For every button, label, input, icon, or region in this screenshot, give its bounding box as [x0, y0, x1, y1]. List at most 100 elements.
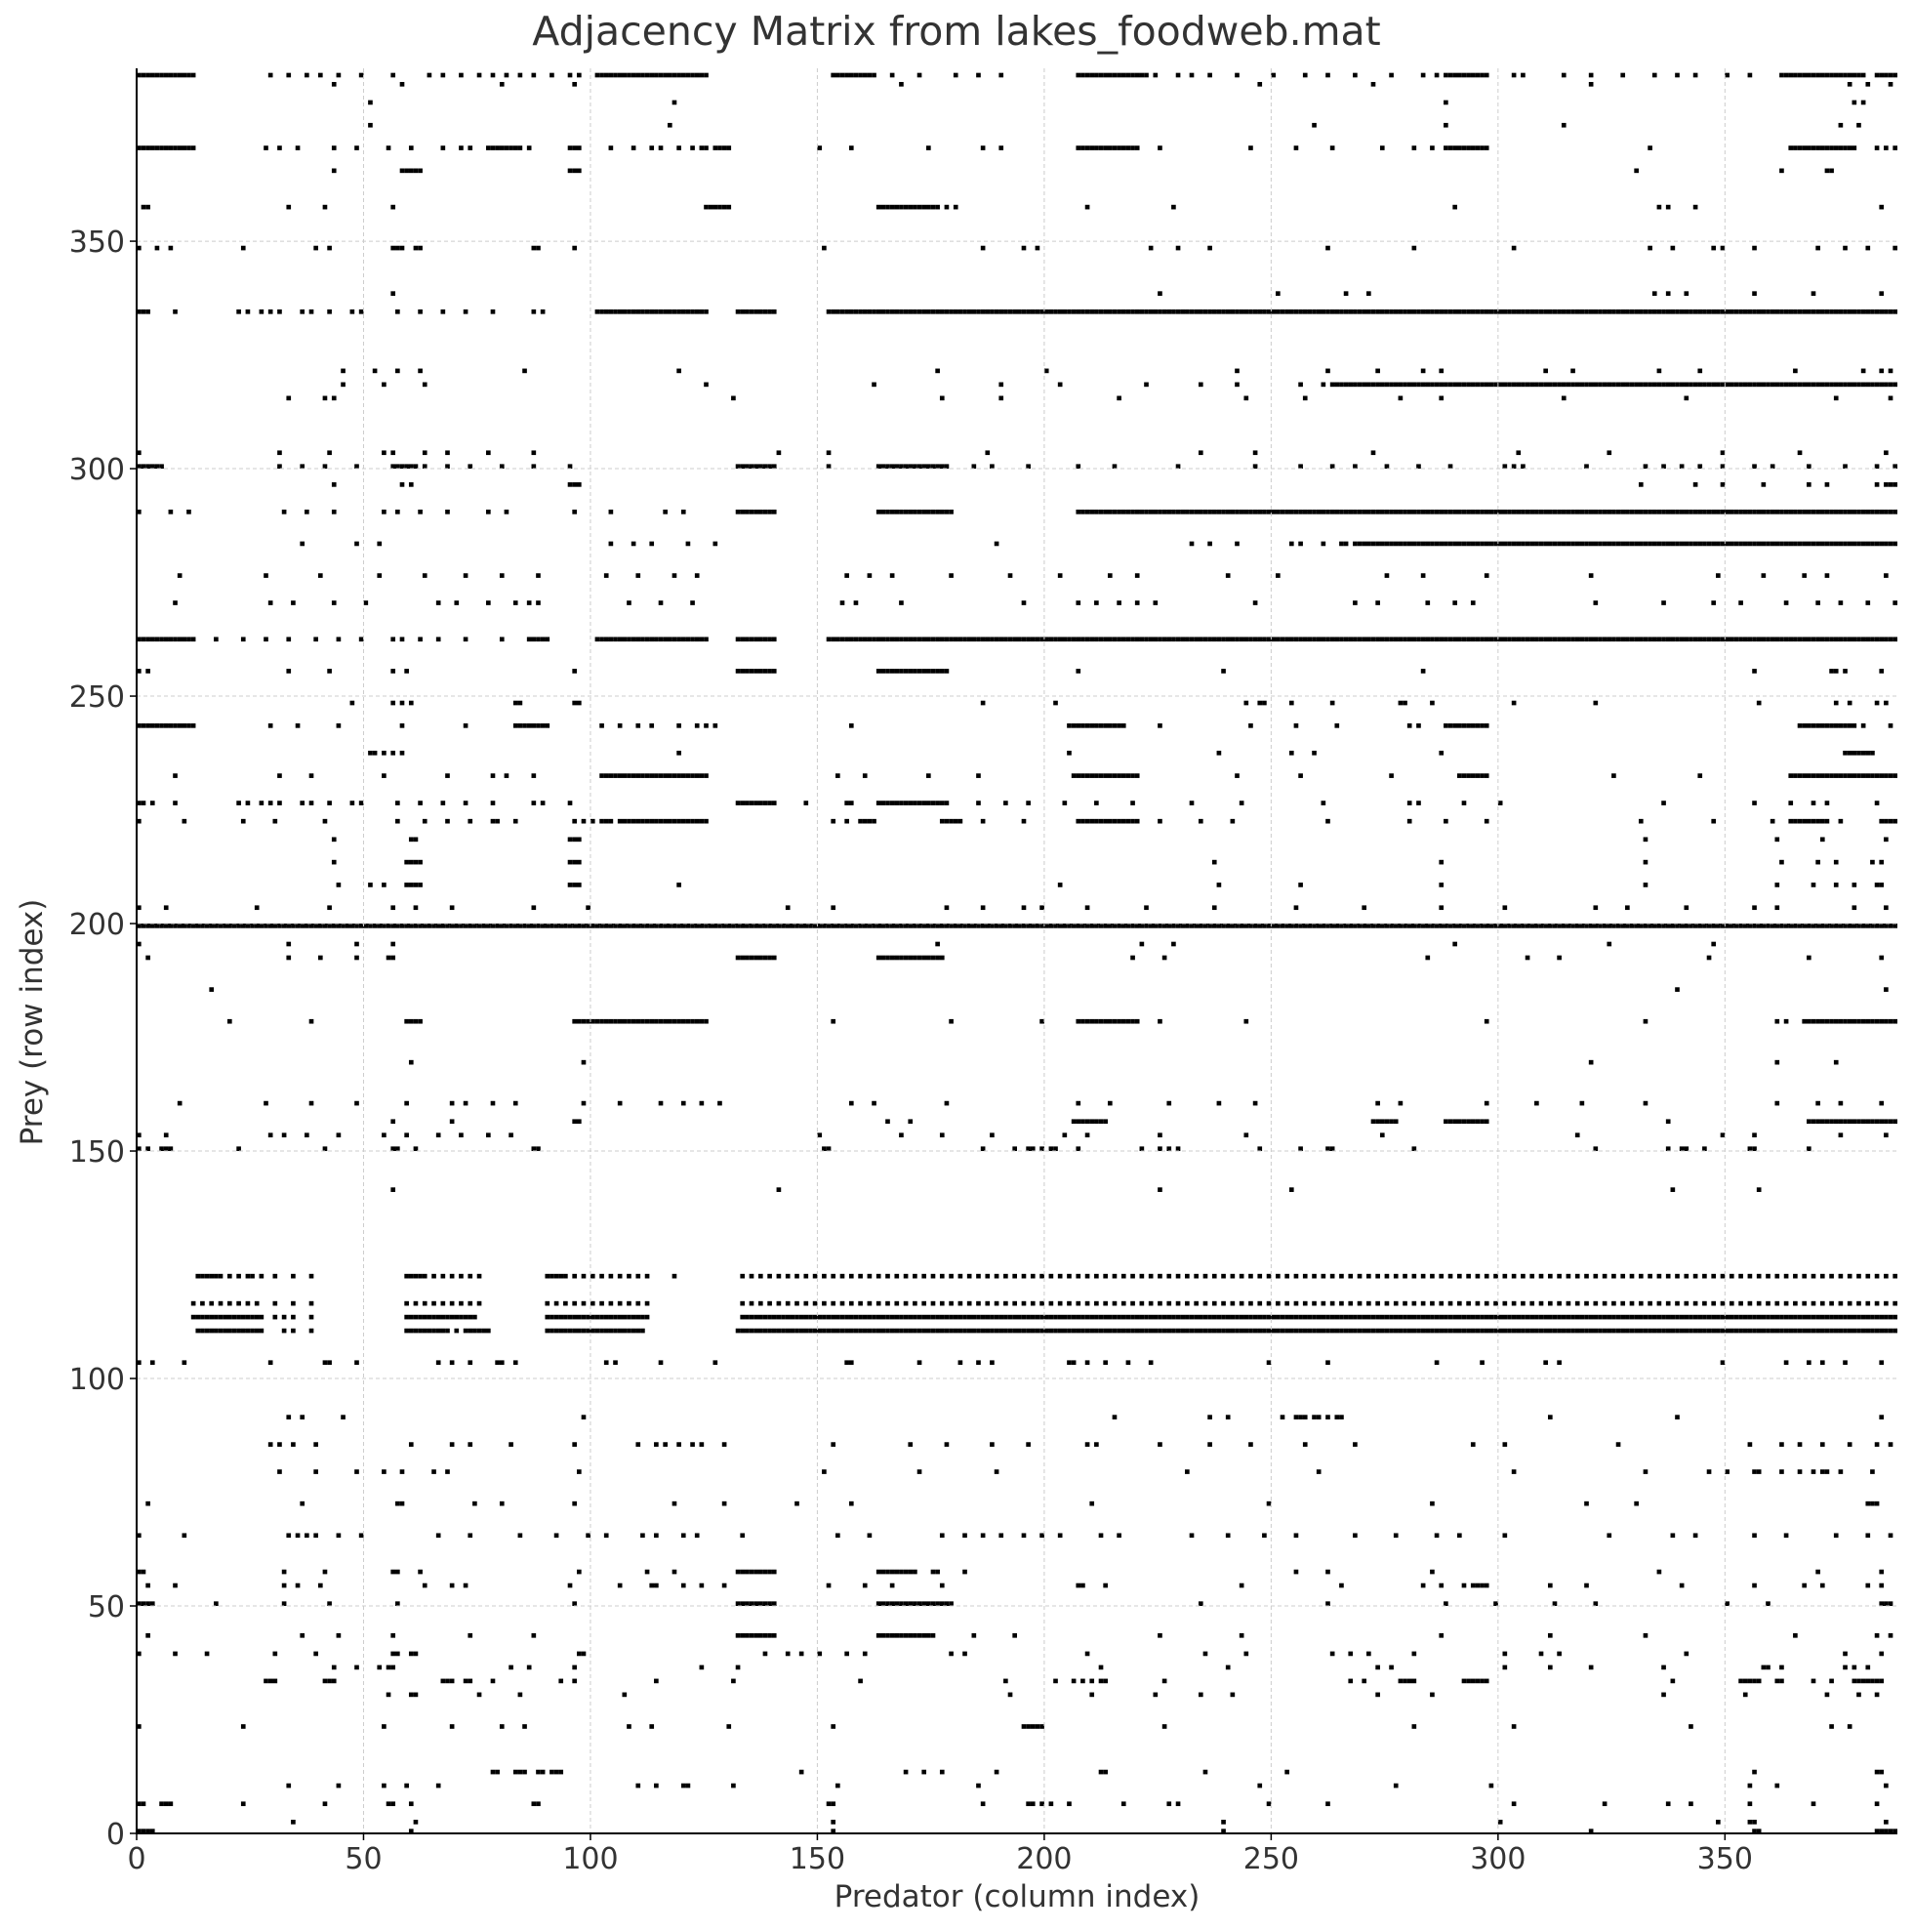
link-cell: [1847, 1328, 1852, 1334]
link-cell: [1874, 1300, 1880, 1306]
link-cell: [939, 1601, 945, 1607]
link-cell: [1838, 1314, 1844, 1320]
link-cell: [1484, 773, 1489, 778]
link-cell: [599, 818, 604, 824]
link-cell: [1874, 924, 1880, 928]
link-cell: [1202, 1651, 1208, 1657]
link-cell: [1307, 637, 1313, 642]
link-cell: [159, 1146, 164, 1152]
link-cell: [572, 145, 577, 150]
link-cell: [889, 72, 895, 78]
link-cell: [1139, 72, 1145, 78]
link-cell: [1656, 1314, 1662, 1320]
link-cell: [1475, 1328, 1481, 1334]
link-cell: [1807, 637, 1811, 642]
link-cell: [1384, 573, 1390, 578]
link-cell: [1048, 637, 1054, 642]
link-cell: [173, 600, 178, 605]
link-cell: [399, 637, 405, 642]
link-cell: [291, 1273, 296, 1279]
link-cell: [149, 1360, 155, 1366]
link-cell: [794, 924, 799, 928]
link-cell: [1026, 1724, 1031, 1729]
link-cell: [1076, 723, 1081, 728]
link-cell: [449, 905, 455, 911]
link-cell: [599, 1018, 604, 1024]
link-cell: [1829, 1119, 1834, 1125]
link-cell: [1893, 773, 1897, 778]
link-cell: [154, 464, 160, 470]
link-cell: [281, 1583, 287, 1588]
link-cell: [1434, 308, 1440, 314]
link-cell: [549, 1273, 554, 1279]
link-cell: [1819, 637, 1825, 642]
link-cell: [236, 1146, 241, 1152]
link-cell: [182, 723, 187, 728]
link-cell: [368, 750, 373, 756]
link-cell: [913, 464, 917, 470]
link-cell: [531, 1632, 537, 1638]
link-cell: [1276, 1300, 1281, 1306]
link-cell: [1475, 541, 1481, 547]
link-cell: [781, 1328, 786, 1334]
link-cell: [1557, 1273, 1562, 1279]
link-cell: [944, 905, 950, 911]
link-cell: [672, 100, 677, 105]
link-cell: [1692, 308, 1698, 314]
link-cell: [1797, 1442, 1803, 1447]
link-cell: [930, 955, 936, 961]
link-cell: [1298, 1415, 1303, 1419]
link-cell: [1807, 1314, 1811, 1320]
link-cell: [1243, 1328, 1249, 1334]
link-cell: [1893, 600, 1897, 605]
link-cell: [1266, 1360, 1272, 1366]
link-cell: [1148, 1314, 1154, 1320]
link-cell: [966, 1328, 972, 1334]
link-cell: [594, 1314, 600, 1320]
link-cell: [1334, 723, 1340, 728]
link-cell: [137, 308, 142, 314]
link-cell: [916, 1360, 922, 1366]
link-cell: [1521, 72, 1526, 78]
link-cell: [676, 637, 681, 642]
link-cell: [1235, 368, 1240, 374]
link-cell: [1648, 308, 1652, 314]
link-cell: [1098, 145, 1104, 150]
link-cell: [1271, 924, 1277, 928]
link-cell: [740, 1569, 746, 1575]
link-cell: [354, 1469, 359, 1474]
link-cell: [1793, 368, 1798, 374]
link-cell: [1557, 924, 1562, 928]
link-cell: [635, 637, 641, 642]
link-cell: [440, 72, 446, 78]
link-cell: [1675, 510, 1680, 514]
link-cell: [1084, 308, 1090, 314]
link-cell: [1888, 1829, 1893, 1833]
link-cell: [640, 818, 645, 824]
link-cell: [685, 72, 691, 78]
link-cell: [1398, 1314, 1404, 1320]
link-cell: [1756, 1678, 1762, 1684]
link-cell: [1248, 1442, 1253, 1447]
link-cell: [1139, 510, 1145, 514]
link-cell: [1879, 818, 1885, 824]
link-cell: [1117, 637, 1121, 642]
link-cell: [1807, 1018, 1811, 1024]
link-cell: [1742, 637, 1748, 642]
link-cell: [1158, 145, 1162, 150]
link-cell: [1457, 1533, 1462, 1539]
link-cell: [627, 308, 631, 314]
link-cell: [1702, 541, 1707, 547]
link-cell: [1280, 637, 1285, 642]
link-cell: [1235, 924, 1240, 928]
link-cell: [767, 1300, 772, 1306]
link-cell: [1843, 464, 1848, 470]
link-cell: [939, 955, 945, 961]
link-cell: [1466, 1314, 1471, 1320]
link-cell: [1665, 1328, 1671, 1334]
link-cell: [382, 1724, 387, 1729]
link-cell: [259, 1273, 265, 1279]
link-cell: [1076, 1300, 1081, 1306]
link-cell: [1684, 1300, 1689, 1306]
link-cell: [1457, 145, 1462, 150]
